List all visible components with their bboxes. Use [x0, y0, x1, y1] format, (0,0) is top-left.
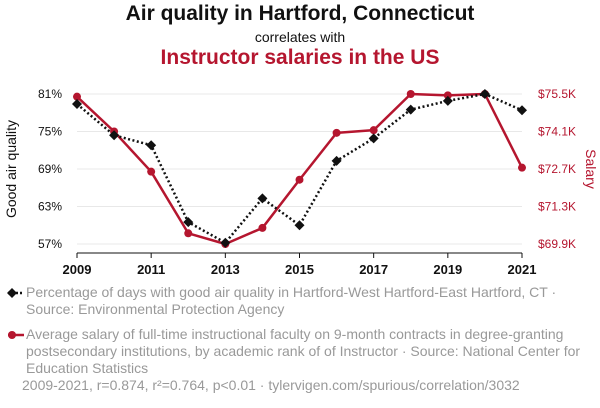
series1-point [294, 220, 305, 231]
y-left-tick-label: 63% [38, 200, 62, 214]
series2-point [147, 167, 156, 176]
x-tick-label: 2017 [359, 262, 388, 277]
axes: 81% 75% 69% 63% 57% $75.5K $74.1K $72.7K $71.3K $… [3, 87, 599, 277]
x-tick-label: 2021 [508, 262, 537, 277]
series2-point [73, 92, 81, 101]
legend-label-series2: Average salary of full-time instructiona… [26, 326, 581, 376]
y-right-tick-label: $72.7K [538, 162, 576, 176]
series1-point [146, 140, 157, 151]
legend-marker-series2 [8, 331, 24, 339]
series1-point [479, 89, 490, 99]
y-right-tick-label: $71.3K [538, 200, 576, 214]
y-right-tick-label: $74.1K [538, 125, 576, 139]
series1-point [72, 99, 82, 109]
x-tick-label: 2009 [63, 262, 92, 277]
y-left-tick-label: 69% [38, 162, 62, 176]
x-tick-label: 2011 [137, 262, 165, 277]
y-left-tick-label: 81% [38, 87, 62, 101]
y-left-tick-label: 57% [38, 237, 62, 251]
series2-point [443, 91, 452, 100]
series1-point [405, 104, 416, 115]
chart-connector-text: correlates with [254, 29, 346, 45]
chart-title: Air quality in Hartford, Connecticut [125, 2, 475, 25]
series2-point [518, 163, 526, 172]
x-tick-label: 2013 [211, 262, 240, 277]
y-left-axis-title: Good air quality [3, 120, 19, 218]
series1-point [257, 193, 268, 204]
chart-subtitle: Instructor salaries in the US [160, 46, 440, 69]
x-tick-label: 2015 [285, 262, 314, 277]
chart-footer: 2009-2021, r=0.874, r²=0.764, p<0.01 · t… [22, 377, 520, 393]
series-lines [72, 89, 527, 248]
series1-point [331, 155, 342, 166]
series1-point [368, 133, 379, 144]
series1-point [183, 217, 194, 228]
series1-point [220, 237, 231, 248]
legend-label-series1: Percentage of days with good air quality… [26, 284, 557, 317]
y-right-axis-title: Salary [583, 149, 599, 189]
series2-point [184, 229, 193, 238]
legend-marker-series1 [7, 288, 24, 298]
series2-point [332, 128, 341, 137]
series2-point [295, 175, 304, 184]
series2-point [258, 223, 267, 232]
line-chart: 81% 75% 69% 63% 57% $75.5K $74.1K $72.7K $71.3K $… [3, 87, 599, 277]
y-left-tick-label: 75% [38, 125, 62, 139]
y-right-tick-label: $75.5K [538, 87, 576, 101]
x-tick-label: 2019 [433, 262, 462, 277]
y-right-tick-label: $69.9K [538, 237, 576, 251]
series1-point [442, 95, 453, 106]
series1-point [109, 130, 120, 141]
series2-point [406, 90, 415, 98]
series2-point [369, 126, 378, 135]
series1-point [517, 105, 527, 116]
